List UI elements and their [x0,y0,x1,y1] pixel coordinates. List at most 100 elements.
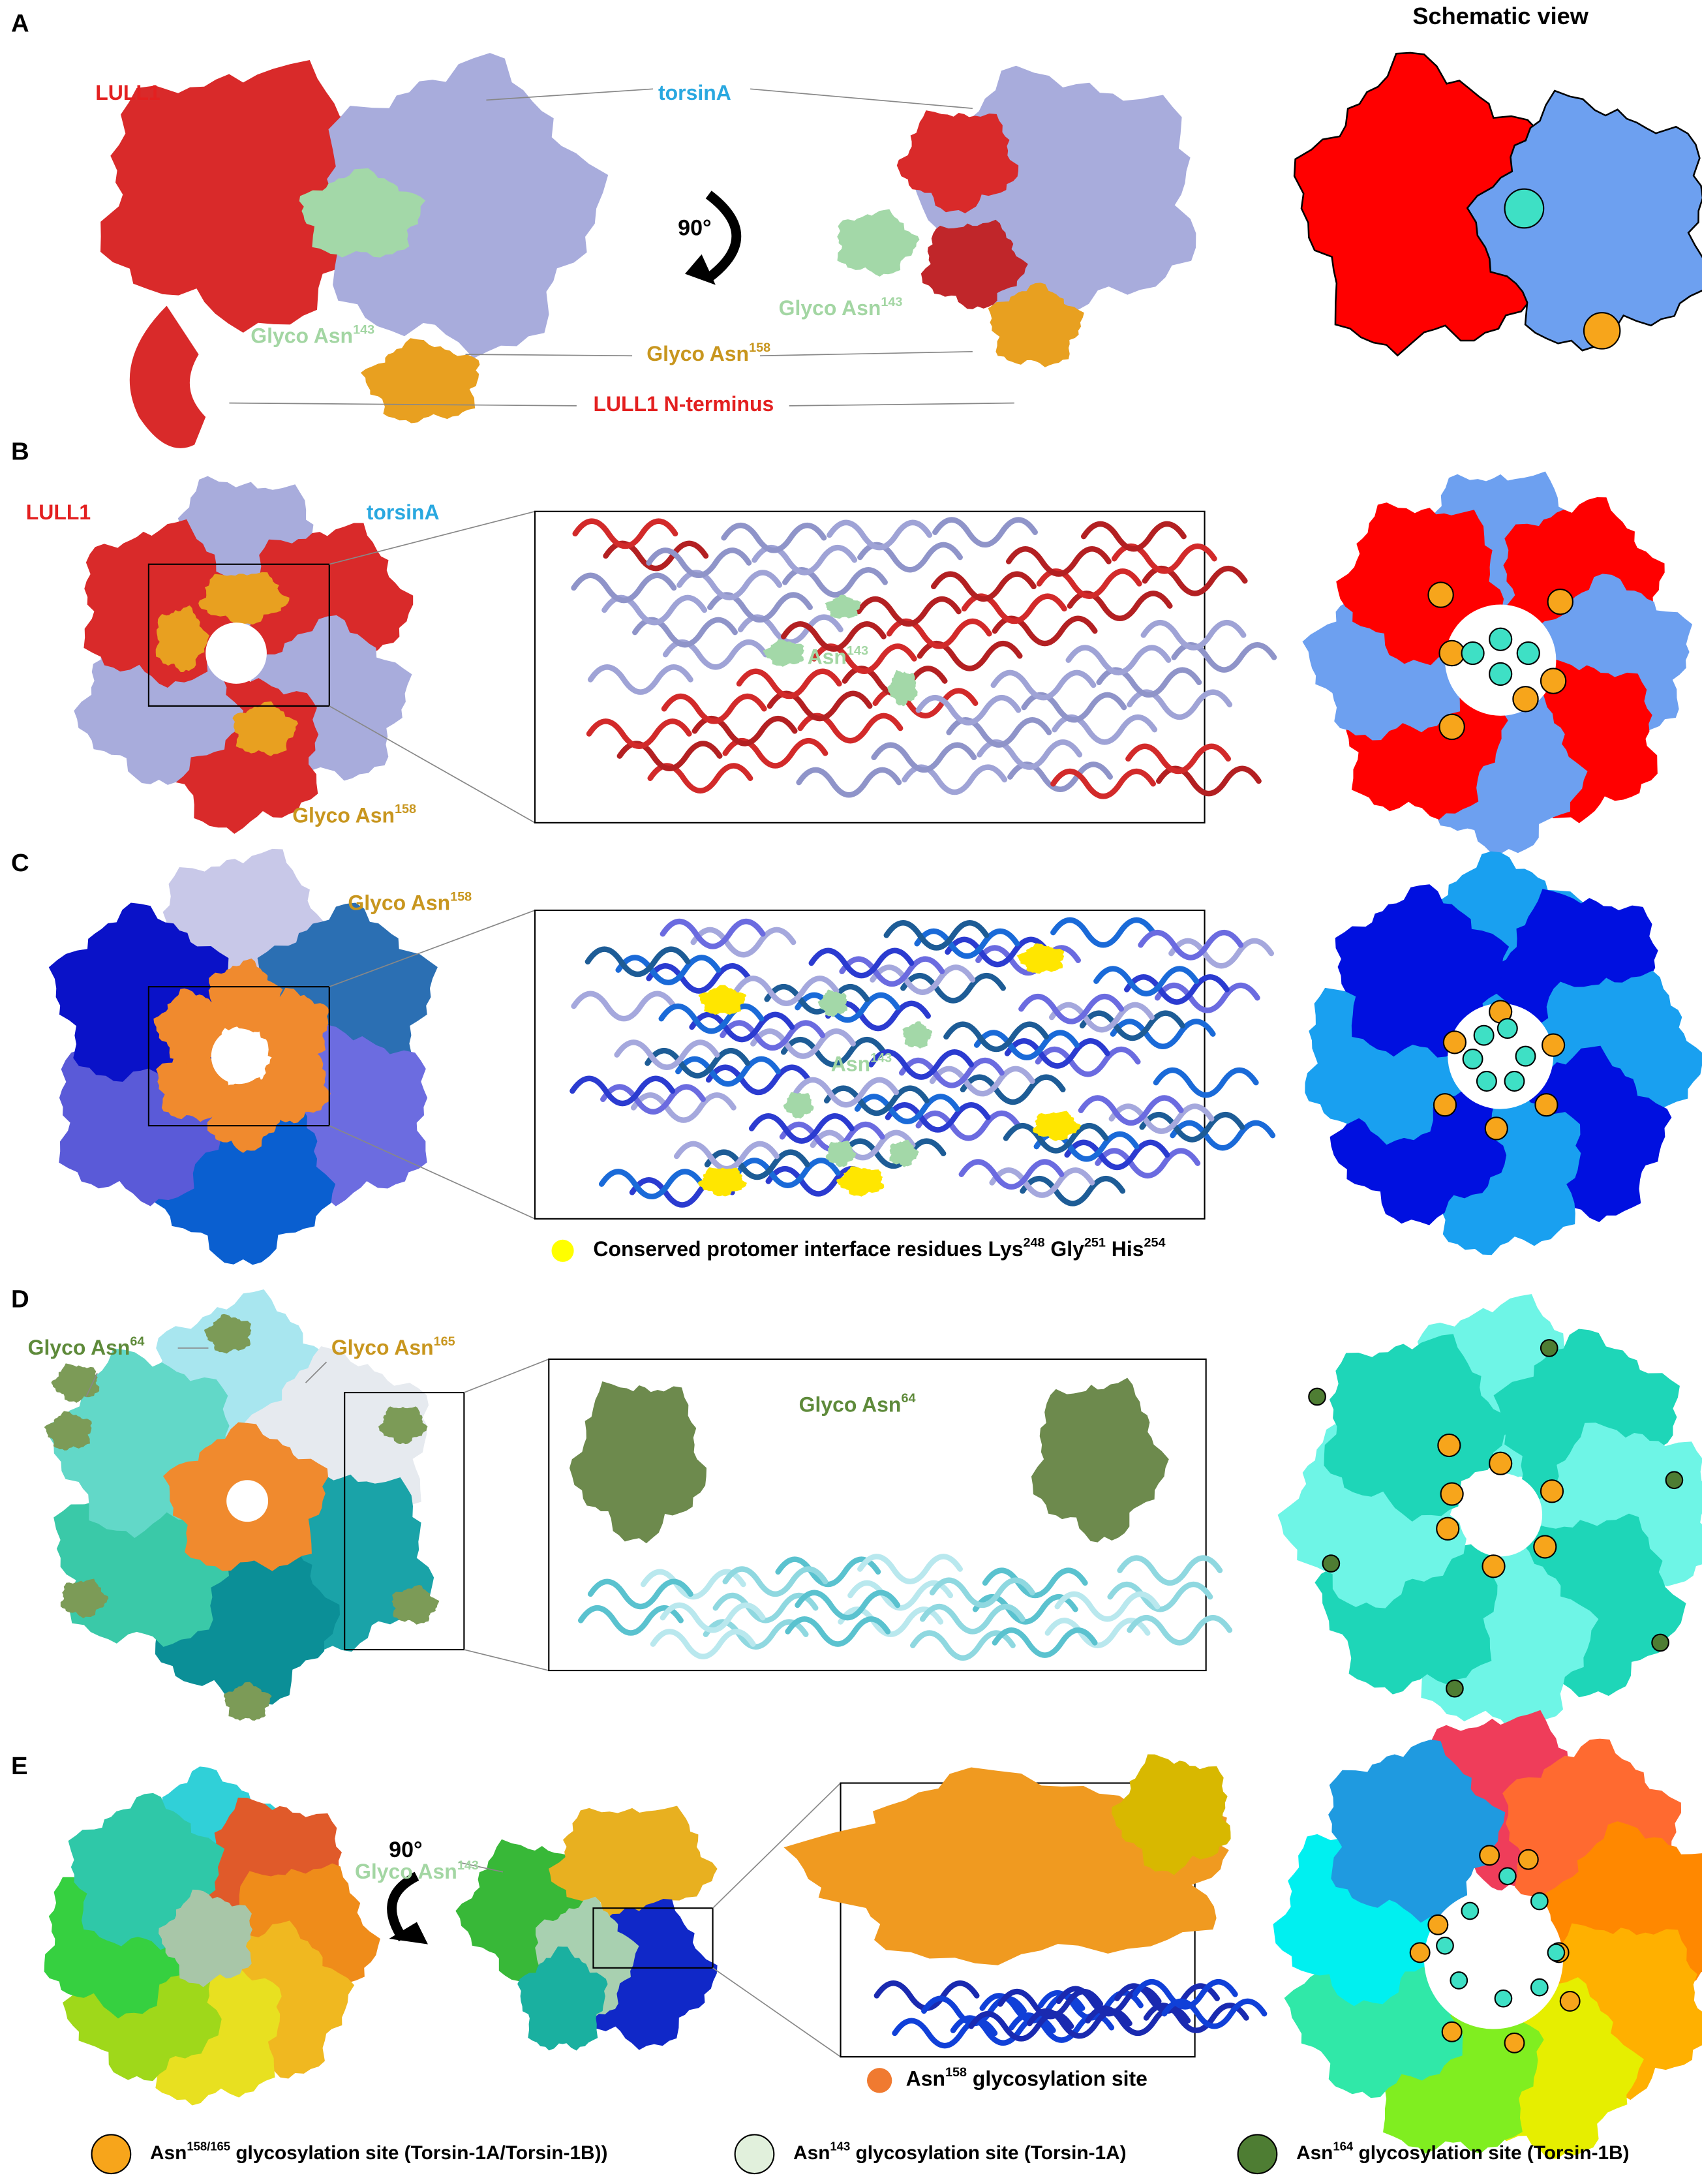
ribbon [587,664,693,695]
ribbon [857,1554,963,1584]
ribbon [764,984,870,1015]
rotation-arrowhead [389,1922,428,1945]
superscript: 248 [1024,1236,1045,1250]
ribbon [735,1158,841,1188]
ribbon [808,947,915,979]
protein-surface [1112,1754,1231,1875]
site-marker [1482,1554,1506,1578]
ribbon [1107,1581,1213,1612]
site-marker [1651,1633,1669,1652]
ribbon [1026,2008,1132,2039]
protein-surface [988,283,1084,367]
protein-surface [1328,1739,1506,1923]
ribbon [839,956,945,987]
superscript: 143 [881,295,902,309]
label-text: glycosylation site (Torsin-1A/Torsin-1B)… [230,2142,607,2164]
ribbon [1139,1112,1245,1143]
inset-frame [592,1907,714,1969]
site-marker [1489,1451,1513,1475]
leader-line [229,402,577,407]
inset-frame [548,1358,1207,1672]
ribbon [720,1020,826,1051]
ribbon [990,669,1097,701]
site-marker [1498,1867,1517,1886]
superscript: 158 [450,890,472,904]
site-marker [1462,1048,1483,1069]
ribbon [704,1149,810,1180]
site-marker [1583,312,1621,350]
ribbon [780,621,887,652]
leader-line [712,1782,842,1909]
annotation: Glyco Asn143 [779,295,903,320]
site-marker [1484,1116,1508,1141]
central-pore [226,1480,269,1522]
annotation: Asn158 glycosylation site [906,2065,1147,2090]
ribbon [1170,1120,1276,1151]
leader-line [465,354,633,357]
annotation: Glyco Asn158 [348,890,472,915]
rotation-arrowhead [684,254,716,285]
ribbon [929,1066,1035,1097]
ribbon [1003,1123,1109,1154]
protein-surface [570,1381,707,1544]
ribbon [796,767,902,798]
ribbon [600,1084,706,1115]
ribbon [586,718,692,749]
protein-surface [207,1077,283,1153]
site-marker [1504,1071,1525,1092]
ribbon [1093,966,1200,996]
inset-frame [147,986,330,1127]
ribbon [1079,1010,1185,1041]
ribbon [1168,938,1275,969]
ribbon [630,1092,737,1123]
panel-letter: B [11,437,29,465]
ribbon [847,1580,954,1611]
superscript: 164 [1333,2140,1354,2153]
site-marker [1489,627,1513,651]
protein-surface [378,1406,428,1445]
label-text: Asn [793,2142,830,2164]
site-marker [1436,1936,1454,1955]
site-marker [1494,1989,1513,2008]
label-text: Asn [808,645,847,669]
ribbon [572,518,678,549]
site-marker [1461,1901,1480,1920]
site-marker [1440,1482,1464,1506]
ribbon [932,517,1038,547]
protein-surface [836,1166,885,1197]
superscript: 254 [1144,1236,1166,1250]
superscript: 158 [749,341,770,355]
site-marker [1438,639,1465,667]
leader-line [464,1649,549,1671]
superscript: 158 [945,2065,967,2080]
label-text: Conserved protomer interface residues Ly… [593,1237,1023,1261]
label-text: LULL1 N-terminus [593,392,774,416]
inset-frame [534,909,1206,1220]
schematic-header: Schematic view [1412,3,1588,29]
ribbon [1044,1618,1151,1648]
ribbon [675,1056,781,1087]
leader-line [305,1361,327,1383]
ribbon [1140,620,1247,651]
label-text: glycosylation site [967,2067,1147,2091]
ribbon [972,1594,1078,1625]
ribbon [795,992,901,1023]
label-text: Asn [150,2142,187,2164]
legend-entry: Asn158/165 glycosylation site (Torsin-1A… [150,2140,607,2164]
ribbon [810,1130,916,1161]
site-marker [1461,641,1485,666]
ribbon [1108,1103,1215,1134]
label-text: glycosylation site (Torsin-1A) [850,2142,1126,2164]
site-marker [1436,1516,1460,1541]
ribbon [615,955,722,985]
central-pore [1424,1890,1564,2029]
protein-surface [1324,1334,1510,1522]
ribbon [785,1616,891,1647]
label-text: Asn [831,1053,870,1076]
rotation-arrow [387,1871,419,1942]
ribbon [960,1074,1066,1105]
site-marker [1512,686,1539,713]
panel-letter: E [11,1752,28,1780]
annotation: Glyco Asn143 [355,1858,479,1883]
